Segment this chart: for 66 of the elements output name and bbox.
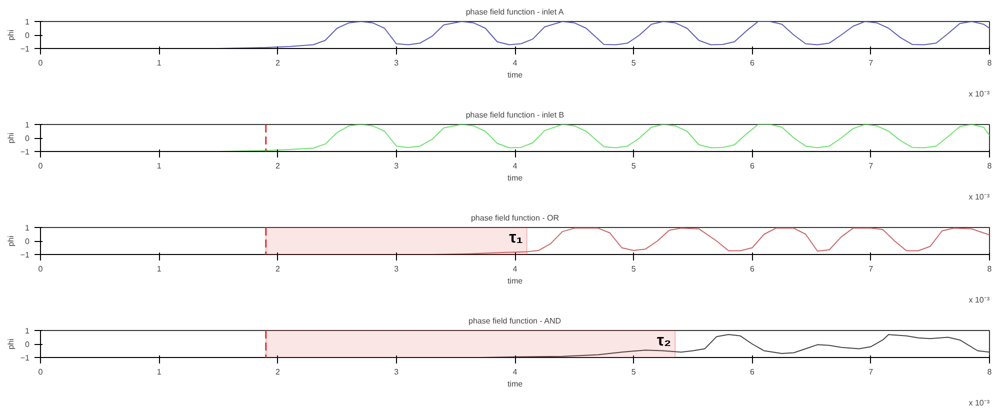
x-tick-label: 0 xyxy=(38,264,44,274)
x-tick-label: 5 xyxy=(631,368,636,376)
chart-title: phase field function - inlet B xyxy=(466,110,564,120)
x-tick-label: 4 xyxy=(512,58,518,68)
x-tick-label: 7 xyxy=(868,368,874,376)
x-tick-label: 7 xyxy=(868,58,874,68)
chart-title: phase field function - inlet A xyxy=(466,8,564,16)
x-tick-label: 1 xyxy=(156,162,162,170)
x-tick-label: 1 xyxy=(156,264,162,274)
y-tick-label: 0 xyxy=(25,134,30,143)
x-tick-label: 6 xyxy=(750,368,756,376)
x-tick-label: 3 xyxy=(394,264,400,274)
text: x 10⁻³ xyxy=(968,398,990,408)
y-tick-label: 1 xyxy=(25,120,30,130)
x-tick-label: 2 xyxy=(276,368,281,376)
y-tick-label: −1 xyxy=(20,354,30,362)
y-tick-label: 1 xyxy=(25,18,30,26)
x-tick-label: 6 xyxy=(750,264,756,274)
band-label: τ₁ xyxy=(509,230,524,246)
text: x 10⁻³ xyxy=(968,90,990,98)
y-axis-title: phi xyxy=(6,338,16,350)
x-tick-label: 1 xyxy=(156,58,162,68)
x-tick-label: 3 xyxy=(394,162,400,170)
x-tick-label: 4 xyxy=(512,162,518,170)
x-axis-title: time xyxy=(507,174,524,182)
x-tick-label: 8 xyxy=(987,162,992,170)
x-tick-label: 0 xyxy=(38,162,44,170)
x-tick-label: 0 xyxy=(38,368,44,376)
y-tick-label: −1 xyxy=(20,44,30,54)
x-tick-label: 7 xyxy=(868,264,874,274)
x-tick-label: 2 xyxy=(276,58,281,68)
y-tick-label: 1 xyxy=(25,326,30,336)
y-tick-label: 0 xyxy=(25,31,30,40)
y-tick-label: 0 xyxy=(25,237,30,246)
x-tick-label: 5 xyxy=(631,162,636,170)
y-axis-title: phi xyxy=(6,132,16,144)
x-tick-label: 2 xyxy=(276,264,281,274)
x-tick-label: 8 xyxy=(987,58,992,68)
x-tick-label: 5 xyxy=(631,58,636,68)
text: x 10⁻³ xyxy=(968,296,990,304)
chart-title: phase field function - AND xyxy=(468,316,562,326)
x-axis-title: time xyxy=(507,276,524,286)
x-tick-label: 0 xyxy=(38,58,44,68)
x-tick-label: 8 xyxy=(987,264,992,274)
x-tick-label: 3 xyxy=(394,58,400,68)
y-tick-label: −1 xyxy=(20,250,30,260)
x-tick-label: 3 xyxy=(394,368,400,376)
y-axis-title: phi xyxy=(6,29,16,40)
chart-title: phase field function - OR xyxy=(470,214,560,222)
x-axis-title: time xyxy=(507,70,524,80)
x-tick-label: 2 xyxy=(276,162,281,170)
y-tick-label: 1 xyxy=(25,224,30,232)
x-tick-label: 8 xyxy=(987,368,992,376)
y-axis-title: phi xyxy=(6,235,16,246)
x-axis-title: time xyxy=(507,380,524,388)
text: x 10⁻³ xyxy=(968,192,990,202)
y-tick-label: −1 xyxy=(20,148,30,156)
x-tick-label: 7 xyxy=(868,162,874,170)
x-tick-label: 4 xyxy=(512,264,518,274)
x-tick-label: 5 xyxy=(631,264,636,274)
x-tick-label: 6 xyxy=(750,162,756,170)
x-tick-label: 4 xyxy=(512,368,518,376)
x-tick-label: 6 xyxy=(750,58,756,68)
x-tick-label: 1 xyxy=(156,368,162,376)
band-label: τ₂ xyxy=(656,332,672,350)
y-tick-label: 0 xyxy=(25,340,30,349)
